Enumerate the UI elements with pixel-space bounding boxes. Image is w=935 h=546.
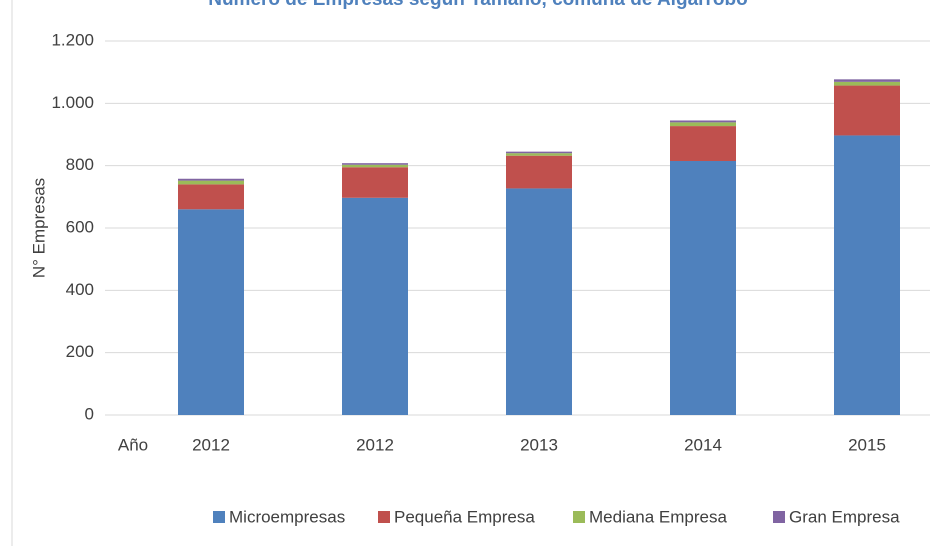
bar-segment [178,180,244,185]
legend-swatch [773,511,785,523]
bar-segment [834,135,900,415]
x-axis-label: Año [118,435,148,454]
bar-segment [670,160,736,415]
bar-segment [342,163,408,165]
legend-swatch [573,511,585,523]
x-tick-label: 2012 [356,435,394,454]
bar-segment [178,184,244,210]
legend-label: Gran Empresa [789,507,900,526]
legend-label: Microempresas [229,507,345,526]
bar-segment [834,81,900,86]
y-axis-label: N° Empresas [29,178,48,278]
bar-segment [670,126,736,161]
legend-swatch [213,511,225,523]
y-tick-label: 600 [66,217,94,236]
y-tick-label: 400 [66,280,94,299]
bar-segment [342,164,408,168]
x-tick-label: 2012 [192,435,230,454]
bar-segment [506,155,572,189]
y-tick-label: 0 [85,404,94,423]
y-tick-label: 1.000 [51,93,94,112]
y-tick-label: 200 [66,342,94,361]
bar-segment [834,85,900,136]
legend-label: Mediana Empresa [589,507,728,526]
y-tick-label: 800 [66,155,94,174]
x-tick-label: 2014 [684,435,722,454]
bar-segment [506,151,572,154]
bar-segment [178,178,244,181]
bar-segment [342,167,408,198]
bar-segment [670,122,736,127]
bar-segment [506,188,572,415]
x-tick-label: 2015 [848,435,886,454]
bar-segment [834,79,900,82]
y-tick-label: 1.200 [51,30,94,49]
bar-segment [342,197,408,415]
bar-segment [670,120,736,123]
legend-swatch [378,511,390,523]
bar-segment [178,209,244,415]
chart-title: Número de Empresas según Tamaño, comuna … [208,0,748,10]
legend-label: Pequeña Empresa [394,507,535,526]
bar-segment [506,153,572,156]
x-tick-label: 2013 [520,435,558,454]
